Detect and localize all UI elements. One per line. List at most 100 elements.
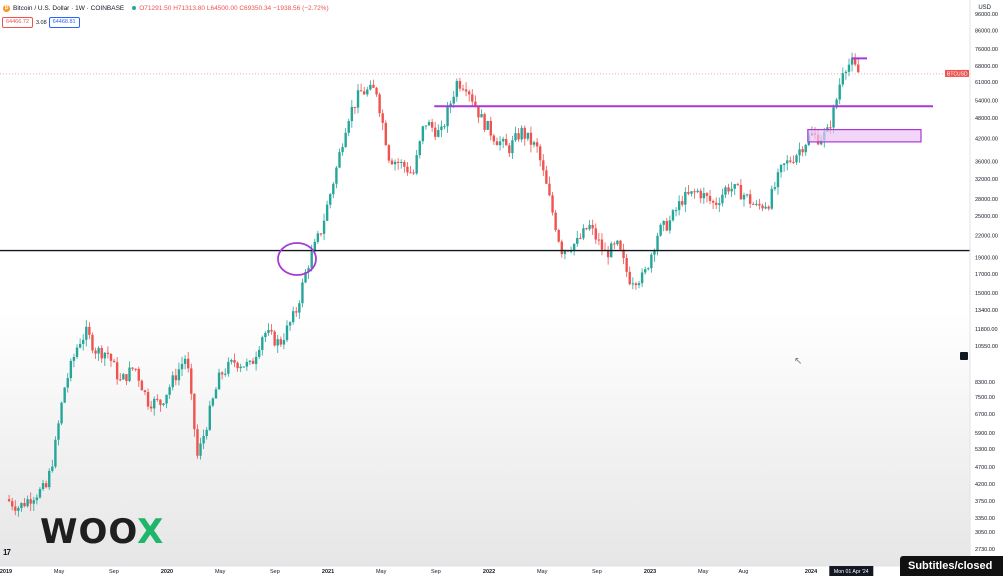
candle-body [177, 369, 181, 381]
candle-body [764, 206, 767, 209]
candle-body [341, 147, 344, 153]
price-tick-label: 61000.00 [975, 80, 998, 86]
candle-body [162, 403, 165, 406]
candle-body [467, 91, 471, 95]
candle-body [196, 429, 199, 456]
candle-body [273, 331, 276, 346]
crosshair-icon [960, 352, 968, 360]
candle-body [446, 107, 449, 127]
currency-selector[interactable]: USD [978, 5, 991, 11]
candle-body [183, 358, 187, 364]
candle-body [801, 149, 804, 153]
candle-body [165, 394, 168, 404]
candle-body [17, 508, 20, 511]
time-tick-label: Sep [592, 569, 602, 575]
candle-body [662, 220, 665, 225]
time-axis[interactable]: 2019 May Sep 2020 May Sep 2021 May Sep 2022 May Sep… [0, 565, 1003, 576]
candle-body [168, 387, 171, 395]
buy-button[interactable]: 64468.81 [48, 17, 80, 28]
candle-body [100, 347, 103, 359]
candle-body [137, 368, 140, 381]
candle-body [853, 58, 857, 65]
candle-body [122, 374, 125, 380]
price-tick-label: 17000.00 [975, 272, 998, 278]
candle-body [529, 132, 533, 145]
symbol-title[interactable]: Bitcoin / U.S. Dollar · 1W · COINBASE [13, 4, 125, 12]
candle-body [474, 101, 477, 107]
candle-body [288, 322, 292, 326]
time-tick-label: 2019 [0, 569, 12, 575]
candle-body [656, 235, 659, 251]
candle-body [106, 352, 110, 354]
candle-body [708, 195, 712, 201]
candle-body [844, 71, 848, 74]
spread-value: 3.08 [35, 19, 47, 26]
plot-area[interactable] [0, 0, 970, 566]
time-tick-label: Aug [739, 569, 749, 575]
candle-body [832, 107, 835, 128]
candle-body [582, 228, 585, 239]
candle-body [761, 205, 764, 209]
candle-body [301, 282, 304, 304]
candle-body [684, 191, 687, 205]
candle-body [51, 466, 54, 471]
candle-body [687, 191, 690, 194]
candle-body [131, 367, 134, 369]
candle-body [298, 303, 301, 313]
candle-body [786, 160, 789, 164]
candle-body [91, 334, 94, 351]
candle-body [72, 356, 76, 361]
sell-button[interactable]: 64466.72 [2, 17, 33, 28]
price-tick-label: 4700.00 [975, 465, 995, 471]
price-tick-label: 5900.00 [975, 431, 995, 437]
candle-body [690, 191, 693, 194]
candle-body [702, 193, 706, 199]
candle-body [208, 405, 211, 430]
candle-body [829, 127, 832, 129]
price-tick-label: 68000.00 [975, 64, 998, 70]
candle-body [693, 191, 696, 193]
candle-body [792, 161, 795, 163]
candle-body [545, 170, 548, 184]
price-tick-label: 96000.00 [975, 12, 998, 18]
candle-body [795, 155, 798, 163]
candle-body [532, 142, 536, 145]
price-tick-label: 19000.00 [975, 255, 998, 261]
candle-body [375, 87, 378, 95]
candle-body [526, 132, 530, 139]
candle-body [748, 194, 752, 204]
candle-body [29, 499, 32, 504]
candle-body [538, 146, 542, 161]
tradingview-logo-icon[interactable]: 17 [3, 548, 11, 557]
candle-body [356, 90, 360, 108]
candle-body [128, 367, 131, 382]
candle-body [338, 152, 341, 168]
candle-body [647, 268, 650, 270]
candle-body [146, 392, 150, 407]
candle-body [776, 172, 780, 188]
candle-body [186, 358, 190, 369]
candle-body [211, 398, 215, 406]
candle-body [35, 497, 39, 501]
mouse-cursor-icon: ↖ [794, 356, 803, 367]
candle-body [230, 360, 233, 362]
candle-body [782, 163, 786, 165]
highlight-circle [277, 242, 317, 276]
candle-body [730, 188, 733, 192]
candles-layer [7, 52, 860, 517]
candle-body [511, 140, 514, 154]
candle-body [245, 361, 249, 367]
candle-body [205, 429, 208, 437]
candle-body [159, 399, 162, 406]
candle-body [32, 500, 35, 504]
symbol-tag-label: BTCUSD [947, 71, 968, 77]
candle-body [440, 126, 443, 131]
candle-body [850, 58, 854, 65]
candle-body [421, 126, 425, 142]
candle-body [415, 155, 418, 174]
candle-body [742, 194, 746, 200]
ohlc-values: O71291.50 H71313.80 L64500.00 C69350.34 … [139, 4, 329, 12]
price-axis[interactable]: 96000.00 86000.00 76000.00 68000.00 61000.00… [969, 0, 1003, 569]
price-tick-label: 48000.00 [975, 116, 998, 122]
